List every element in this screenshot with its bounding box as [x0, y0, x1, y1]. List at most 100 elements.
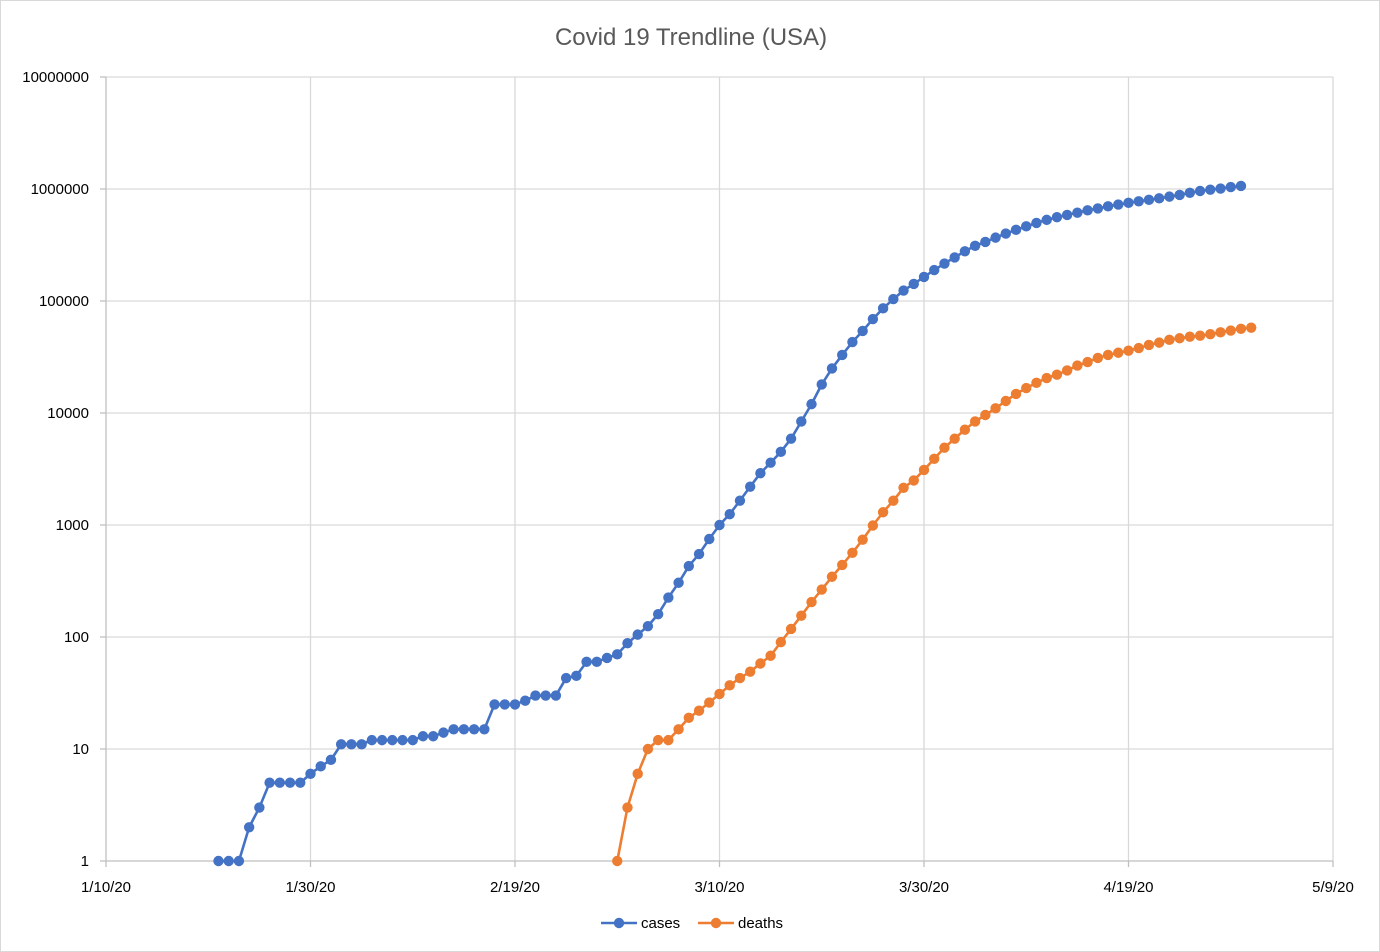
data-point-cases — [346, 739, 357, 750]
data-point-cases — [1194, 185, 1206, 197]
data-point-cases — [499, 699, 510, 710]
data-point-cases — [1205, 184, 1216, 195]
data-point-deaths — [1000, 395, 1011, 407]
data-point-deaths — [734, 672, 746, 684]
data-point-deaths — [969, 416, 981, 427]
data-point-deaths — [1031, 377, 1042, 389]
data-point-deaths — [1205, 329, 1216, 340]
y-tick-label: 10000000 — [22, 69, 89, 86]
series — [213, 180, 1257, 867]
data-point-cases — [1102, 201, 1114, 212]
data-point-cases — [243, 822, 255, 833]
data-point-deaths — [1164, 334, 1175, 346]
y-tick-label: 1000000 — [31, 181, 89, 198]
data-point-deaths — [1082, 356, 1093, 368]
data-point-cases — [714, 519, 725, 531]
legend: cases deaths — [601, 915, 783, 932]
data-point-cases — [540, 690, 551, 701]
data-point-cases — [1092, 203, 1104, 214]
data-point-deaths — [1102, 349, 1114, 361]
data-point-cases — [520, 695, 531, 706]
data-point-cases — [1010, 224, 1022, 236]
data-point-deaths — [622, 802, 633, 813]
data-point-cases — [417, 731, 429, 742]
x-tick-label: 3/30/20 — [899, 879, 949, 896]
chart-title: Covid 19 Trendline (USA) — [555, 24, 827, 51]
data-point-cases — [509, 699, 521, 710]
data-point-cases — [274, 777, 286, 788]
data-point-cases — [1164, 191, 1175, 202]
data-point-cases — [755, 468, 766, 479]
data-point-cases — [1143, 194, 1155, 206]
data-point-deaths — [642, 743, 654, 755]
data-point-cases — [550, 690, 562, 701]
data-point-cases — [560, 672, 572, 684]
data-point-cases — [376, 734, 388, 746]
grid — [106, 76, 1334, 861]
legend-label-deaths: deaths — [738, 915, 783, 932]
data-point-cases — [826, 363, 838, 374]
data-point-cases — [734, 495, 746, 506]
data-point-deaths — [837, 559, 848, 571]
data-point-deaths — [1194, 330, 1206, 341]
data-point-deaths — [918, 464, 930, 476]
data-point-cases — [458, 724, 470, 735]
data-point-deaths — [908, 475, 919, 486]
data-point-cases — [233, 855, 245, 867]
data-point-cases — [775, 446, 787, 458]
data-point-cases — [612, 649, 623, 660]
data-point-deaths — [1072, 360, 1083, 371]
data-point-deaths — [847, 547, 858, 558]
data-point-deaths — [775, 636, 787, 648]
data-point-deaths — [1061, 365, 1073, 376]
data-point-cases — [397, 734, 408, 746]
data-point-cases — [642, 620, 654, 632]
data-point-cases — [387, 734, 398, 746]
x-tick-label: 3/10/20 — [694, 879, 744, 896]
data-point-deaths — [877, 507, 889, 518]
data-point-cases — [315, 761, 326, 772]
data-point-cases — [683, 560, 695, 572]
data-point-cases — [744, 481, 756, 492]
data-point-cases — [335, 739, 347, 750]
series-line-deaths — [615, 326, 1252, 862]
data-point-deaths — [806, 596, 817, 608]
data-point-deaths — [652, 734, 664, 746]
data-point-cases — [622, 638, 633, 649]
data-point-cases — [939, 258, 950, 269]
data-point-deaths — [796, 610, 807, 621]
data-point-cases — [652, 608, 664, 620]
data-point-cases — [1000, 228, 1011, 239]
data-point-cases — [591, 656, 602, 668]
data-point-cases — [888, 293, 899, 305]
data-point-cases — [877, 303, 889, 314]
data-point-deaths — [1113, 347, 1124, 358]
data-point-cases — [949, 252, 960, 263]
data-point-cases — [806, 398, 817, 410]
data-point-cases — [530, 690, 541, 701]
data-point-deaths — [990, 403, 1001, 414]
data-point-deaths — [744, 666, 756, 677]
data-point-cases — [1225, 181, 1236, 193]
data-point-cases — [1174, 189, 1185, 201]
data-point-cases — [959, 246, 971, 257]
data-point-deaths — [1010, 388, 1022, 400]
data-point-cases — [407, 734, 418, 746]
data-point-cases — [1041, 214, 1052, 226]
data-point-cases — [581, 656, 592, 668]
data-point-cases — [980, 236, 991, 248]
data-point-cases — [1021, 221, 1032, 232]
data-point-deaths — [1051, 369, 1063, 380]
data-point-cases — [969, 240, 981, 252]
data-point-cases — [468, 724, 480, 735]
data-point-deaths — [1143, 339, 1155, 351]
data-point-cases — [1051, 212, 1063, 223]
data-point-deaths — [867, 520, 879, 531]
data-point-cases — [305, 768, 316, 780]
data-point-cases — [898, 285, 909, 296]
data-point-cases — [1061, 209, 1073, 221]
data-point-deaths — [765, 650, 776, 661]
data-point-deaths — [683, 712, 695, 723]
data-point-cases — [264, 777, 275, 788]
data-point-cases — [366, 734, 378, 746]
